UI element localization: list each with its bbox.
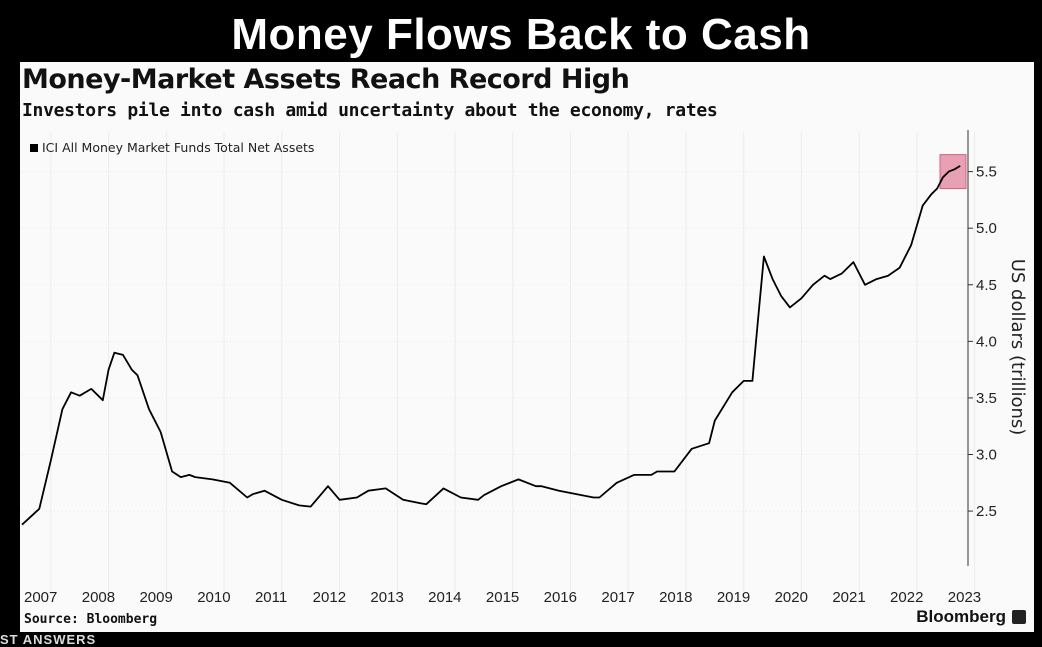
x-tick-label: 2014 — [428, 589, 461, 606]
x-tick-label: 2021 — [832, 589, 865, 606]
x-tick-label: 2007 — [24, 589, 57, 606]
x-tick-label: 2018 — [659, 589, 692, 606]
legend-swatch — [30, 143, 38, 152]
x-tick-label: 2019 — [717, 589, 750, 606]
x-tick-label: 2011 — [255, 589, 287, 606]
y-axis-label: US dollars (trillions) — [1007, 259, 1028, 436]
x-tick-label: 2016 — [544, 589, 577, 606]
x-tick-label: 2020 — [775, 589, 808, 606]
x-tick-label: 2022 — [890, 589, 923, 606]
y-tick-label: 2.5 — [976, 503, 997, 520]
chart-svg: 2.5 3.0 3.5 4.0 4.5 5.0 5.5 US dollars (trillio… — [21, 130, 1028, 606]
chart-title: Money-Market Assets Reach Record High — [22, 64, 630, 95]
x-tick-label: 2023 — [948, 589, 981, 606]
x-tick-label: 2010 — [197, 589, 230, 606]
line-layer — [21, 165, 961, 526]
y-tick-label: 3.0 — [976, 447, 997, 464]
highlight-layer — [939, 154, 967, 190]
x-tick-label: 2009 — [139, 589, 172, 606]
series-line — [21, 165, 961, 526]
bloomberg-icon — [1012, 610, 1026, 624]
brand-logo: Bloomberg — [916, 607, 1026, 627]
y-tick-label: 5.5 — [976, 164, 997, 181]
x-tick-label: 2017 — [601, 589, 634, 606]
legend: ICI All Money Market Funds Total Net Ass… — [30, 140, 314, 155]
x-tick-label: 2015 — [486, 589, 519, 606]
legend-label: ICI All Money Market Funds Total Net Ass… — [42, 140, 315, 155]
chart-panel: 2.5 3.0 3.5 4.0 4.5 5.0 5.5 US dollars (trillio… — [20, 62, 1034, 632]
headline: Money Flows Back to Cash — [231, 10, 811, 59]
x-tick-label: 2012 — [313, 589, 346, 606]
y-tick-label: 4.0 — [976, 333, 997, 350]
x-tick-label: 2008 — [82, 589, 115, 606]
source-note: Source: Bloomberg — [24, 612, 158, 627]
watermark: ST ANSWERS — [0, 632, 97, 647]
y-tick-label: 5.0 — [976, 220, 997, 237]
brand-name: Bloomberg — [916, 607, 1006, 626]
highlight-box — [939, 154, 967, 190]
axis-layer: 2.5 3.0 3.5 4.0 4.5 5.0 5.5 US dollars (trillio… — [24, 130, 1028, 606]
x-tick-label: 2013 — [370, 589, 403, 606]
grid-layer — [22, 132, 976, 592]
y-tick-label: 3.5 — [976, 390, 997, 407]
y-tick-label: 4.5 — [976, 277, 997, 294]
chart-subtitle: Investors pile into cash amid uncertaint… — [22, 100, 718, 121]
